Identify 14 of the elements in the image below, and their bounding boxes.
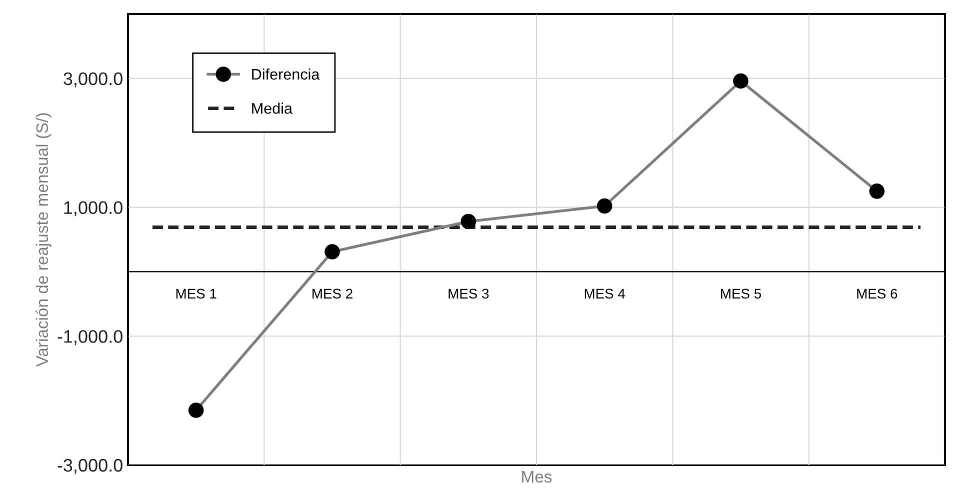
y-tick-label: 3,000.0: [64, 72, 122, 88]
legend-label: Diferencia: [252, 68, 320, 80]
x-tick-label: MES 4: [584, 288, 626, 299]
y-axis-title: Variación de reajuste mensual (S/): [36, 113, 52, 367]
y-tick-label: -1,000.0: [58, 330, 122, 345]
x-tick-label: MES 5: [721, 288, 762, 299]
x-tick-label: MES 3: [448, 288, 489, 299]
x-axis-title: Mes: [522, 471, 552, 483]
legend-label: Media: [252, 102, 292, 114]
x-tick-label: MES 1: [176, 288, 216, 299]
x-tick-label: MES 2: [312, 288, 352, 299]
y-tick-label: -3,000.0: [58, 458, 122, 474]
y-tick-label: 1,000.0: [64, 201, 122, 216]
x-tick-label: MES 6: [857, 288, 898, 299]
